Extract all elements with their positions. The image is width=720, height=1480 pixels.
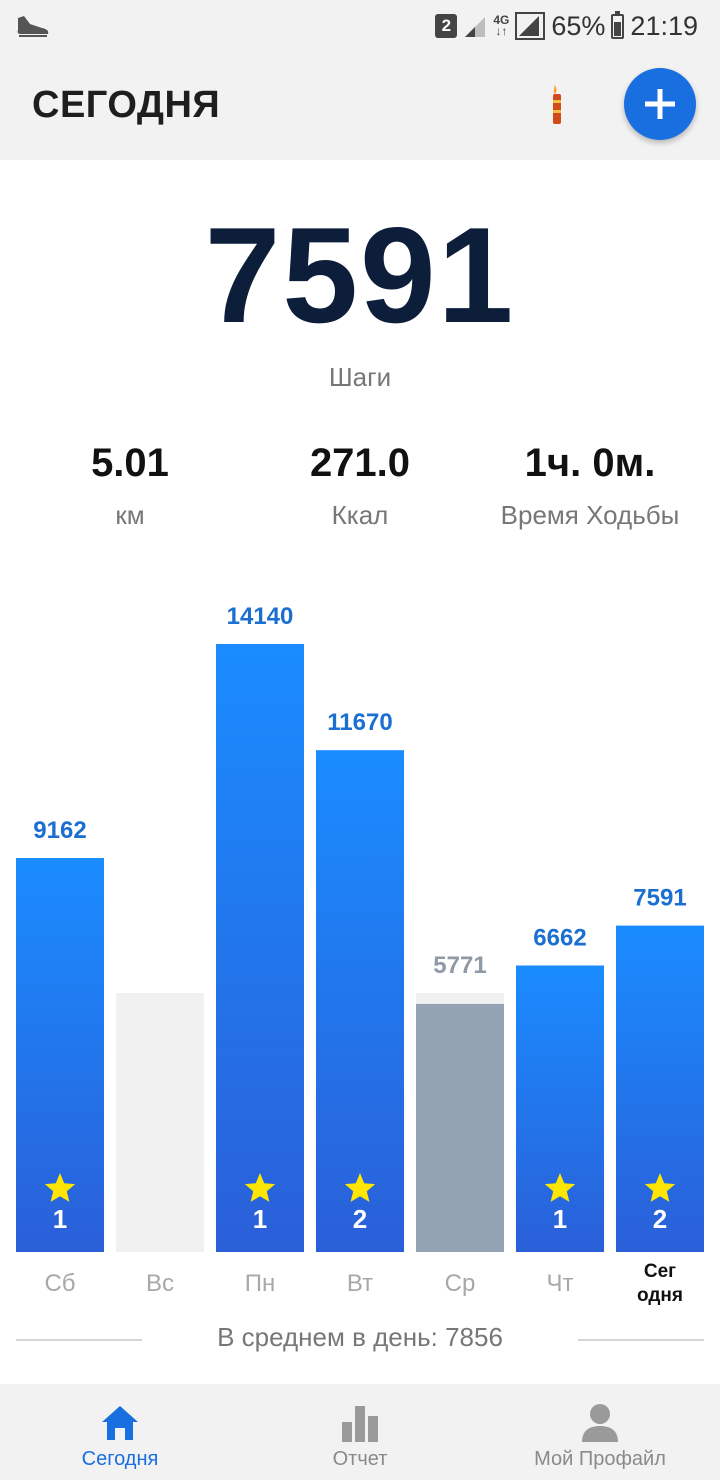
shoe-icon xyxy=(17,16,49,37)
signal-strength-icon xyxy=(515,12,546,40)
nav-today-label: Сегодня xyxy=(81,1448,159,1470)
chart-value-label: 9162 xyxy=(33,817,86,844)
person-icon xyxy=(582,1404,618,1442)
status-icons: 2 4G ↓↑ 65% 21:19 xyxy=(435,8,698,44)
nav-today[interactable]: Сегодня xyxy=(0,1384,240,1480)
network-type: 4G ↓↑ xyxy=(493,13,510,38)
chart-bar xyxy=(616,925,704,1252)
calories-value: 271.0 xyxy=(309,441,411,485)
star-icon xyxy=(544,1173,576,1202)
chart-bar xyxy=(216,644,304,1252)
page-title: СЕГОДНЯ xyxy=(32,84,221,126)
chart-category-label: Вт xyxy=(347,1270,373,1297)
star-icon xyxy=(244,1173,276,1202)
distance-stat: 5.01 км xyxy=(30,440,230,531)
walk-time-stat: 1ч. 0м. Время Ходьбы xyxy=(480,440,700,531)
chart-value-label: 6662 xyxy=(533,925,586,952)
steps-label: Шаги xyxy=(328,362,392,392)
chart-value-label: 5771 xyxy=(433,952,486,979)
chart-category-label: Сег одня xyxy=(637,1261,683,1306)
chart-category-label: Вс xyxy=(146,1270,174,1297)
clock: 21:19 xyxy=(630,10,698,41)
star-icon xyxy=(344,1173,376,1202)
status-bar: 2 4G ↓↑ 65% 21:19 xyxy=(0,0,720,52)
chart-bar xyxy=(316,750,404,1252)
bar-chart-icon xyxy=(342,1406,378,1442)
chart-value-label: 7591 xyxy=(633,885,686,912)
app-header: СЕГОДНЯ xyxy=(0,52,720,160)
signal-icon xyxy=(465,17,486,37)
chart-category-label: Сб xyxy=(44,1270,75,1297)
bottom-navigation: Сегодня Отчет Мой Профайл xyxy=(0,1384,720,1480)
add-button[interactable] xyxy=(624,68,696,140)
chart-star-count: 2 xyxy=(653,1204,667,1234)
home-icon xyxy=(102,1406,138,1440)
chart-category-label: Чт xyxy=(547,1270,574,1297)
chart-star-count: 1 xyxy=(53,1204,67,1234)
chart-bar xyxy=(416,1003,504,1252)
chart-value-label: 14140 xyxy=(227,603,294,630)
daily-average: В среднем в день: 7856 xyxy=(217,1322,503,1352)
chart-star-count: 1 xyxy=(253,1204,267,1234)
chart-category-label: Ср xyxy=(445,1270,476,1297)
battery-icon xyxy=(611,10,625,39)
nav-profile[interactable]: Мой Профайл xyxy=(480,1384,720,1480)
chart-bar-empty xyxy=(116,993,204,1252)
distance-value: 5.01 xyxy=(91,441,169,485)
chart-star-count: 1 xyxy=(553,1204,567,1234)
battery-percent: 65% xyxy=(551,10,606,41)
calories-stat: 271.0 Ккал xyxy=(260,440,460,531)
nav-profile-label: Мой Профайл xyxy=(534,1448,666,1470)
sim-badge: 2 xyxy=(435,14,458,38)
walk-time-label: Время Ходьбы xyxy=(500,500,680,530)
nav-report-label: Отчет xyxy=(332,1448,388,1470)
weekly-steps-chart: 9162 1 Сб Вс 14140 1 Пн 11670 2 Вт 5771 Ср 6662 1 Чт 75… xyxy=(16,603,704,1306)
chart-bar xyxy=(516,965,604,1252)
chart-value-label: 11670 xyxy=(327,709,392,736)
chart-star-count: 2 xyxy=(353,1204,367,1234)
star-icon xyxy=(644,1173,676,1202)
torch-icon[interactable] xyxy=(546,82,568,126)
plus-icon xyxy=(645,89,675,119)
chart-category-label: Пн xyxy=(245,1270,276,1297)
average-divider-right xyxy=(578,1339,704,1341)
distance-unit: км xyxy=(115,500,145,530)
nav-report[interactable]: Отчет xyxy=(240,1384,480,1480)
walk-time-value: 1ч. 0м. xyxy=(524,441,656,485)
calories-unit: Ккал xyxy=(331,500,389,530)
star-icon xyxy=(44,1173,76,1202)
steps-count: 7591 xyxy=(204,199,516,351)
average-divider-left xyxy=(16,1339,142,1341)
